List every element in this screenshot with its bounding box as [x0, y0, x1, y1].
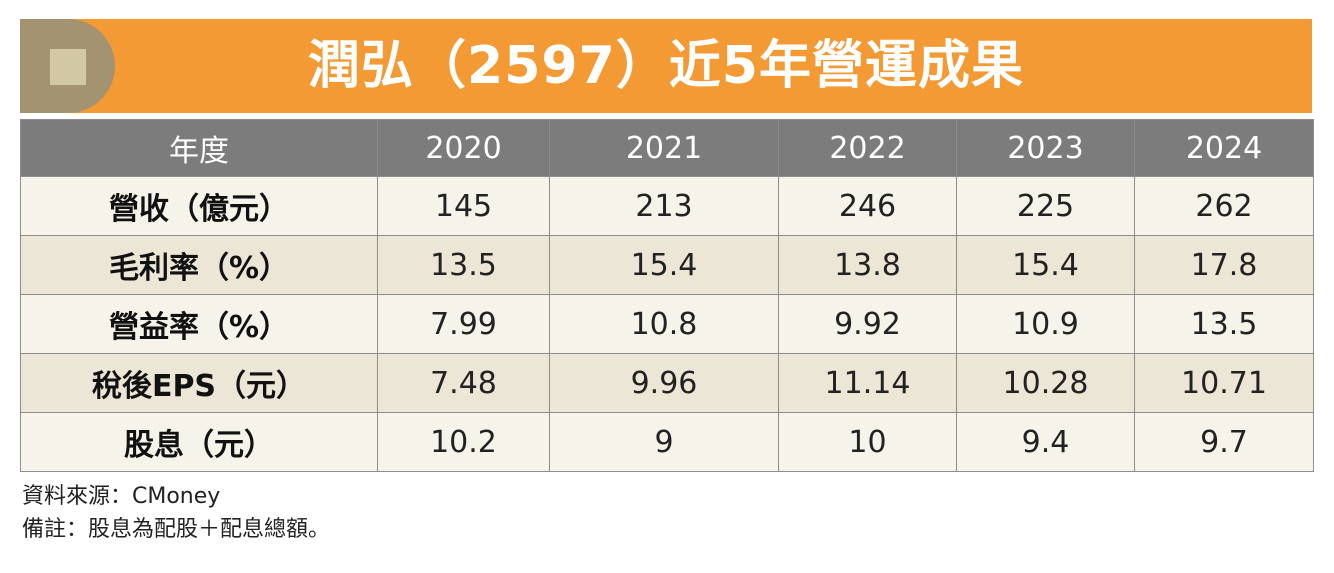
table-cell: 15.4 — [549, 235, 779, 295]
square-icon — [50, 49, 86, 85]
table-cell: 9.92 — [778, 294, 957, 354]
row-label: 營益率（%） — [20, 294, 378, 354]
table-cell: 262 — [1134, 176, 1314, 236]
row-label: 股息（元） — [20, 412, 378, 472]
table-cell: 10.2 — [377, 412, 550, 472]
table-cell: 9 — [549, 412, 779, 472]
table-row-operating-margin: 營益率（%） 7.99 10.8 9.92 10.9 13.5 — [20, 294, 1314, 354]
table-row-gross-margin: 毛利率（%） 13.5 15.4 13.8 15.4 17.8 — [20, 235, 1314, 295]
table-cell: 7.99 — [377, 294, 550, 354]
column-header-year: 年度 — [20, 119, 378, 177]
row-label: 營收（億元） — [20, 176, 378, 236]
footnotes: 資料來源：CMoney 備註：股息為配股＋配息總額。 — [22, 480, 330, 546]
table-cell: 15.4 — [956, 235, 1135, 295]
row-label: 毛利率（%） — [20, 235, 378, 295]
remark-note: 備註：股息為配股＋配息總額。 — [22, 517, 331, 542]
table-cell: 9.4 — [956, 412, 1135, 472]
operations-table: 年度 2020 2021 2022 2023 2024 營收（億元） 145 2… — [20, 119, 1314, 472]
table-header-row: 年度 2020 2021 2022 2023 2024 — [20, 119, 1314, 177]
column-header-2023: 2023 — [956, 119, 1135, 177]
table-cell: 10 — [778, 412, 957, 472]
table-cell: 145 — [377, 176, 550, 236]
table-cell: 11.14 — [778, 353, 957, 413]
column-header-2022: 2022 — [778, 119, 957, 177]
banner-cap-decoration — [20, 19, 115, 113]
table-cell: 13.5 — [1134, 294, 1314, 354]
banner-title: 潤弘（2597）近5年營運成果 — [308, 36, 1024, 96]
table-cell: 9.96 — [549, 353, 779, 413]
table-cell: 213 — [549, 176, 779, 236]
title-banner: 潤弘（2597）近5年營運成果 — [20, 19, 1312, 113]
column-header-2021: 2021 — [549, 119, 779, 177]
table-row-revenue: 營收（億元） 145 213 246 225 262 — [20, 176, 1314, 236]
table-cell: 9.7 — [1134, 412, 1314, 472]
table-cell: 10.9 — [956, 294, 1135, 354]
source-note: 資料來源：CMoney — [22, 484, 221, 509]
table-cell: 13.8 — [778, 235, 957, 295]
table-cell: 246 — [778, 176, 957, 236]
table-row-dividend: 股息（元） 10.2 9 10 9.4 9.7 — [20, 412, 1314, 472]
column-header-2024: 2024 — [1134, 119, 1314, 177]
table-cell: 10.28 — [956, 353, 1135, 413]
column-header-2020: 2020 — [377, 119, 550, 177]
table-cell: 10.71 — [1134, 353, 1314, 413]
table-cell: 225 — [956, 176, 1135, 236]
table-cell: 7.48 — [377, 353, 550, 413]
table-cell: 17.8 — [1134, 235, 1314, 295]
table-cell: 10.8 — [549, 294, 779, 354]
row-label: 稅後EPS（元） — [20, 353, 378, 413]
table-row-eps: 稅後EPS（元） 7.48 9.96 11.14 10.28 10.71 — [20, 353, 1314, 413]
table-cell: 13.5 — [377, 235, 550, 295]
